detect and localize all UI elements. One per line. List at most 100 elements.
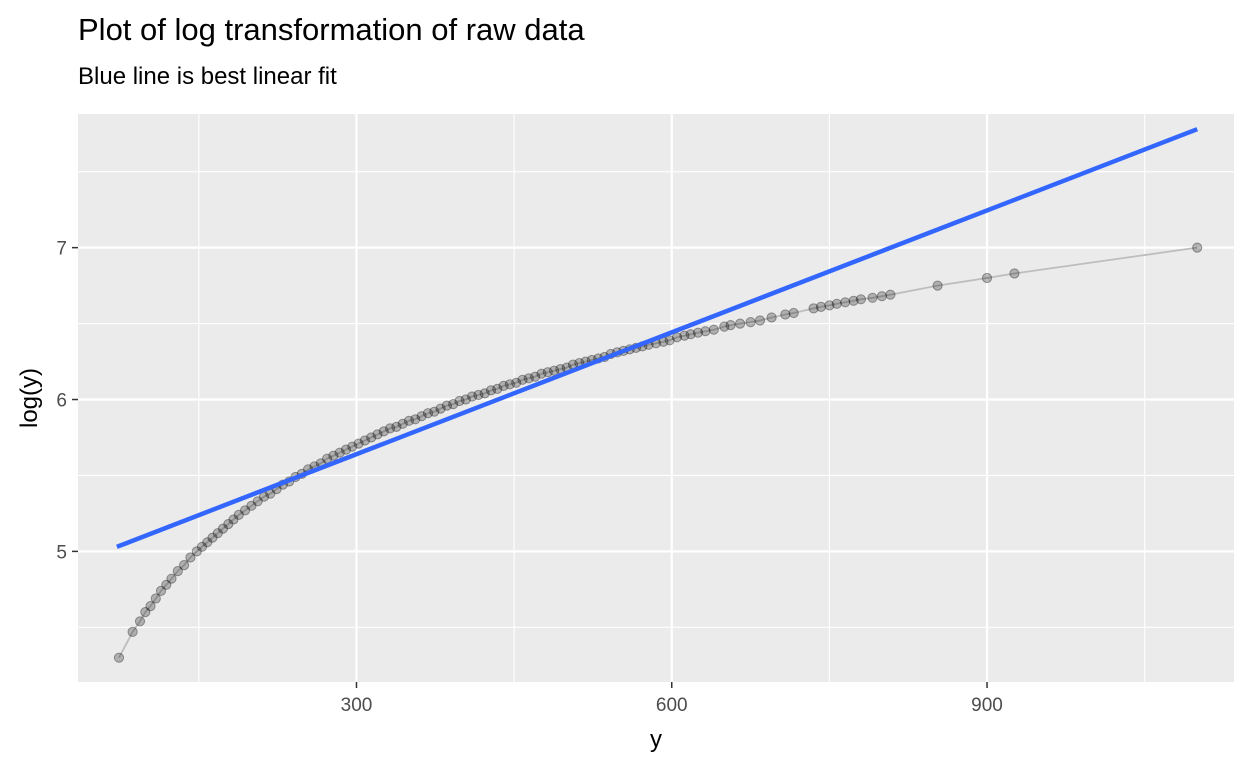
data-point bbox=[848, 295, 859, 306]
y-axis-ticks: 5 6 7 bbox=[56, 239, 78, 563]
data-point bbox=[467, 391, 478, 402]
data-point bbox=[429, 406, 440, 417]
data-point bbox=[448, 399, 459, 410]
data-point bbox=[161, 579, 172, 590]
data-point bbox=[252, 496, 263, 507]
data-point bbox=[549, 365, 560, 376]
data-point bbox=[523, 373, 534, 384]
fit-line bbox=[116, 127, 1199, 549]
data-point bbox=[492, 383, 503, 394]
data-point bbox=[504, 379, 515, 390]
y-axis-title: log(y) bbox=[16, 368, 43, 428]
data-point bbox=[1192, 242, 1203, 253]
data-point bbox=[410, 414, 421, 425]
best-fit-line bbox=[116, 127, 1199, 549]
data-point bbox=[140, 607, 151, 618]
data-point bbox=[460, 394, 471, 405]
data-point bbox=[700, 326, 711, 337]
data-point bbox=[867, 292, 878, 303]
data-point bbox=[150, 593, 161, 604]
data-point bbox=[932, 280, 943, 291]
x-tick-label: 300 bbox=[341, 695, 373, 716]
data-point bbox=[473, 389, 484, 401]
data-point bbox=[855, 294, 867, 305]
data-point bbox=[166, 573, 177, 584]
data-point bbox=[692, 327, 704, 338]
data-point bbox=[1009, 268, 1020, 279]
data-point bbox=[536, 368, 547, 379]
data-point bbox=[542, 367, 553, 378]
data-point bbox=[240, 505, 251, 516]
data-point bbox=[745, 317, 756, 328]
data-point bbox=[223, 519, 234, 530]
data-point bbox=[422, 408, 434, 419]
data-point bbox=[127, 626, 138, 638]
data-point bbox=[788, 307, 799, 319]
data-point bbox=[766, 312, 777, 323]
data-point bbox=[212, 528, 223, 539]
data-point bbox=[366, 432, 377, 443]
data-point bbox=[134, 616, 146, 627]
data-point bbox=[808, 303, 819, 314]
data-point bbox=[780, 309, 791, 320]
data-point bbox=[840, 297, 851, 308]
chart-title: Plot of log transformation of raw data bbox=[78, 12, 585, 47]
data-point bbox=[454, 395, 465, 407]
x-axis-title: y bbox=[650, 726, 662, 753]
data-point bbox=[725, 320, 736, 331]
data-point bbox=[885, 289, 896, 300]
data-point bbox=[485, 385, 497, 396]
data-point bbox=[179, 560, 190, 571]
data-point bbox=[719, 321, 730, 332]
data-point bbox=[172, 566, 183, 577]
x-axis-ticks: 300 600 900 bbox=[341, 682, 1003, 716]
data-point bbox=[217, 523, 229, 534]
data-point bbox=[233, 509, 244, 521]
plot-panel bbox=[78, 114, 1234, 682]
data-point bbox=[207, 532, 218, 543]
data-point bbox=[340, 444, 352, 455]
x-tick-label: 600 bbox=[656, 695, 688, 716]
data-point bbox=[831, 298, 842, 309]
data-point bbox=[334, 447, 345, 458]
minor-gridlines bbox=[78, 114, 1234, 682]
data-point bbox=[824, 300, 835, 311]
data-point bbox=[359, 435, 370, 446]
data-point bbox=[228, 514, 239, 525]
data-point bbox=[403, 415, 415, 426]
data-point bbox=[185, 552, 196, 563]
data-point bbox=[385, 423, 396, 434]
data-point bbox=[416, 411, 427, 422]
data-point bbox=[113, 652, 125, 663]
chart-subtitle: Blue line is best linear fit bbox=[78, 63, 337, 90]
data-point bbox=[196, 541, 208, 552]
data-point bbox=[530, 371, 541, 382]
data-point bbox=[435, 403, 446, 414]
data-point bbox=[754, 315, 766, 326]
data-point bbox=[981, 272, 993, 284]
data-point bbox=[391, 421, 402, 432]
data-point bbox=[202, 537, 213, 548]
data-point bbox=[511, 377, 522, 388]
data-point bbox=[353, 438, 364, 449]
data-point bbox=[328, 450, 339, 461]
y-tick-label: 5 bbox=[56, 542, 67, 563]
data-point bbox=[441, 400, 452, 411]
data-point bbox=[735, 318, 746, 329]
data-point bbox=[517, 374, 528, 385]
data-point bbox=[397, 418, 408, 429]
x-tick-label: 900 bbox=[971, 695, 1003, 716]
y-tick-label: 7 bbox=[56, 239, 67, 260]
data-point bbox=[372, 429, 383, 440]
data-point bbox=[479, 388, 490, 399]
data-point bbox=[815, 301, 827, 312]
data-point bbox=[155, 585, 167, 597]
data-point bbox=[679, 330, 690, 341]
data-point bbox=[664, 335, 675, 346]
data-point bbox=[246, 500, 257, 511]
data-point bbox=[347, 441, 358, 452]
data-point bbox=[685, 329, 696, 340]
data-point bbox=[378, 426, 389, 437]
data-point bbox=[498, 380, 509, 391]
